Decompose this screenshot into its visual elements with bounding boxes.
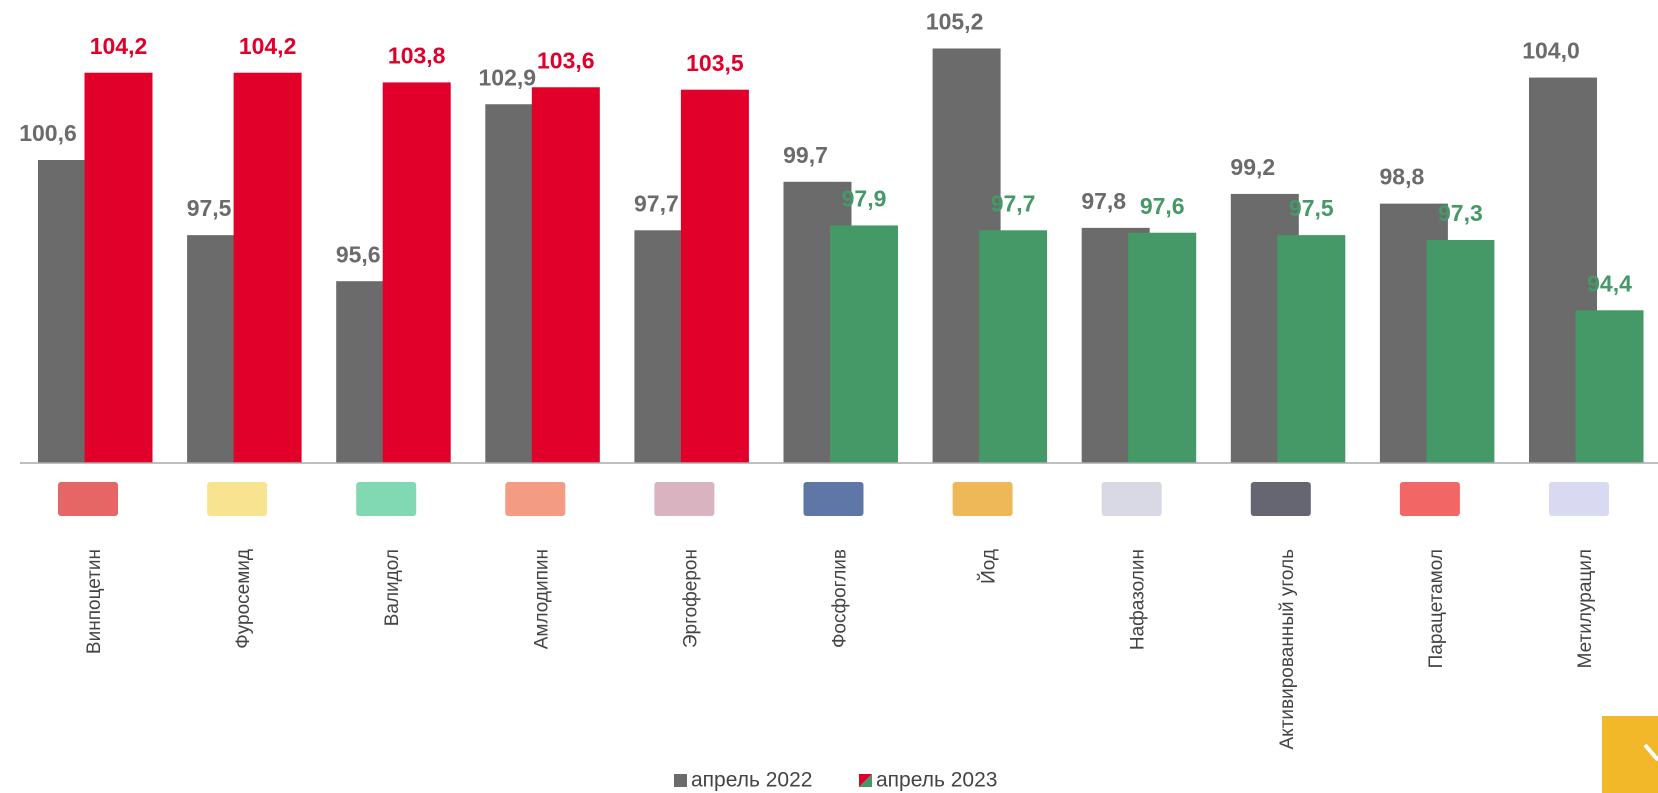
bar	[532, 87, 600, 463]
bar	[1277, 235, 1345, 463]
product-icon	[58, 482, 118, 516]
value-label: 97,8	[1081, 188, 1126, 214]
value-label: 97,7	[991, 190, 1036, 216]
x-tick-label: Валидол	[382, 549, 403, 626]
product-icon	[804, 482, 864, 516]
value-label: 103,8	[388, 42, 446, 68]
value-label: 99,7	[783, 142, 828, 168]
x-tick-label: Винпоцетин	[84, 549, 105, 654]
product-icon	[1549, 482, 1609, 516]
bar	[1576, 310, 1644, 463]
value-label: 97,6	[1140, 193, 1185, 219]
product-icon	[1251, 482, 1311, 516]
value-label: 98,8	[1380, 164, 1425, 190]
value-label: 103,5	[686, 50, 744, 76]
value-label: 97,9	[842, 186, 887, 212]
product-icon	[654, 482, 714, 516]
product-icon	[207, 482, 267, 516]
value-label: 104,0	[1522, 38, 1580, 64]
product-icon	[356, 482, 416, 516]
value-label: 99,2	[1230, 154, 1275, 180]
value-label: 97,5	[187, 195, 232, 221]
value-label: 104,2	[239, 33, 297, 59]
product-icon	[505, 482, 565, 516]
product-icon	[1400, 482, 1460, 516]
value-label: 103,6	[537, 47, 595, 73]
bar	[85, 73, 153, 463]
x-tick-label: Активированный уголь	[1277, 549, 1298, 750]
value-label: 104,2	[90, 33, 148, 59]
product-icon	[1102, 482, 1162, 516]
x-tick-label: Парацетамол	[1426, 549, 1447, 668]
x-tick-label: Йод	[978, 549, 1000, 584]
corner-badge	[1602, 716, 1658, 793]
bar	[830, 225, 898, 463]
value-label: 97,3	[1438, 200, 1483, 226]
legend-swatch	[674, 774, 687, 787]
value-label: 97,7	[634, 190, 679, 216]
x-tick-label: Эргоферон	[680, 549, 701, 648]
x-tick-label: Метилурацил	[1575, 549, 1596, 668]
value-label: 97,5	[1289, 195, 1334, 221]
value-label: 94,4	[1587, 270, 1632, 296]
bar	[1128, 233, 1196, 463]
legend-label: апрель 2022	[691, 769, 812, 792]
bar	[383, 82, 451, 463]
bar	[234, 73, 302, 463]
value-label: 105,2	[926, 9, 984, 35]
legend-label: апрель 2023	[876, 769, 997, 792]
value-label: 95,6	[336, 241, 381, 267]
x-tick-label: Нафазолин	[1128, 549, 1149, 650]
x-tick-label: Фосфоглив	[830, 549, 851, 648]
bar	[1426, 240, 1494, 463]
value-label: 102,9	[479, 64, 537, 90]
value-label: 100,6	[19, 120, 77, 146]
bar	[681, 90, 749, 463]
bar	[979, 230, 1047, 463]
chart: 100,6 104,2 Винпоцетин 97,5 104,2 Фуросемид 95…	[0, 0, 1658, 793]
x-tick-label: Фуросемид	[233, 549, 254, 649]
x-tick-label: Амлодипин	[531, 549, 552, 649]
product-icon	[953, 482, 1013, 516]
